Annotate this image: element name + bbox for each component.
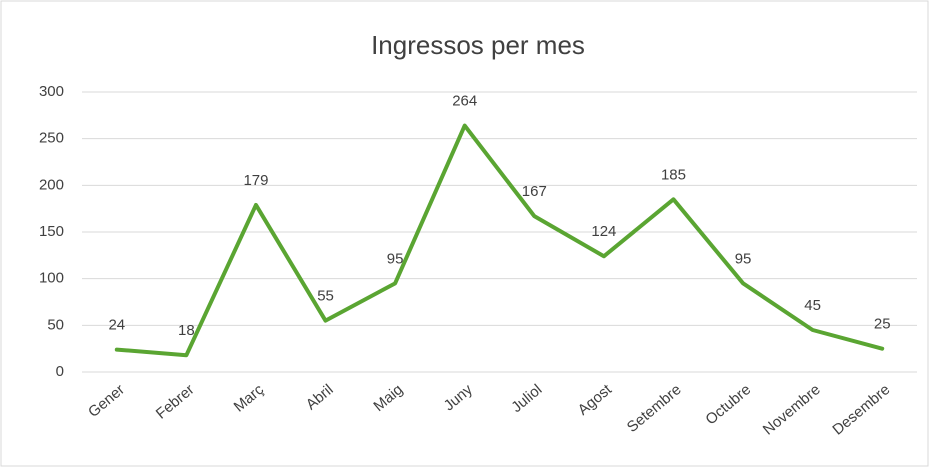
data-label: 264	[452, 93, 477, 110]
y-tick-label: 300	[39, 83, 64, 100]
y-tick-label: 150	[39, 223, 64, 240]
y-tick-label: 250	[39, 130, 64, 147]
y-tick-label: 0	[56, 363, 64, 380]
y-tick-label: 100	[39, 270, 64, 287]
data-label: 25	[874, 316, 891, 333]
data-label: 24	[108, 317, 125, 334]
chart-title: Ingressos per mes	[371, 30, 585, 60]
data-label: 95	[735, 250, 752, 267]
data-line	[114, 123, 885, 358]
data-label: 95	[387, 250, 404, 267]
data-label: 18	[178, 322, 195, 339]
data-label: 55	[317, 288, 334, 305]
y-tick-label: 50	[47, 316, 64, 333]
data-label: 167	[522, 183, 547, 200]
data-label: 179	[243, 172, 268, 189]
y-tick-label: 200	[39, 176, 64, 193]
data-label: 185	[661, 166, 686, 183]
data-label: 45	[804, 297, 821, 314]
data-label: 124	[591, 223, 616, 240]
